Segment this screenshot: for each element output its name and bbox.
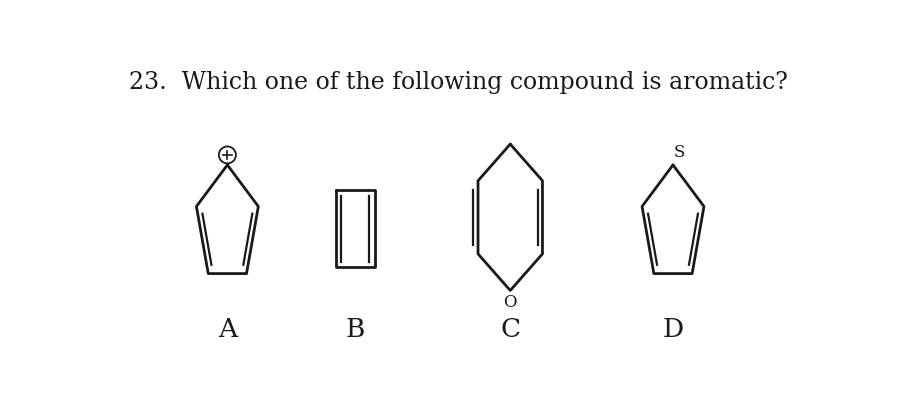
Text: D: D bbox=[662, 317, 683, 342]
Text: 23.  Which one of the following compound is aromatic?: 23. Which one of the following compound … bbox=[129, 71, 787, 94]
Text: O: O bbox=[503, 294, 516, 311]
Text: A: A bbox=[218, 317, 237, 342]
Text: S: S bbox=[673, 144, 684, 161]
Text: C: C bbox=[500, 317, 520, 342]
Text: B: B bbox=[346, 317, 365, 342]
